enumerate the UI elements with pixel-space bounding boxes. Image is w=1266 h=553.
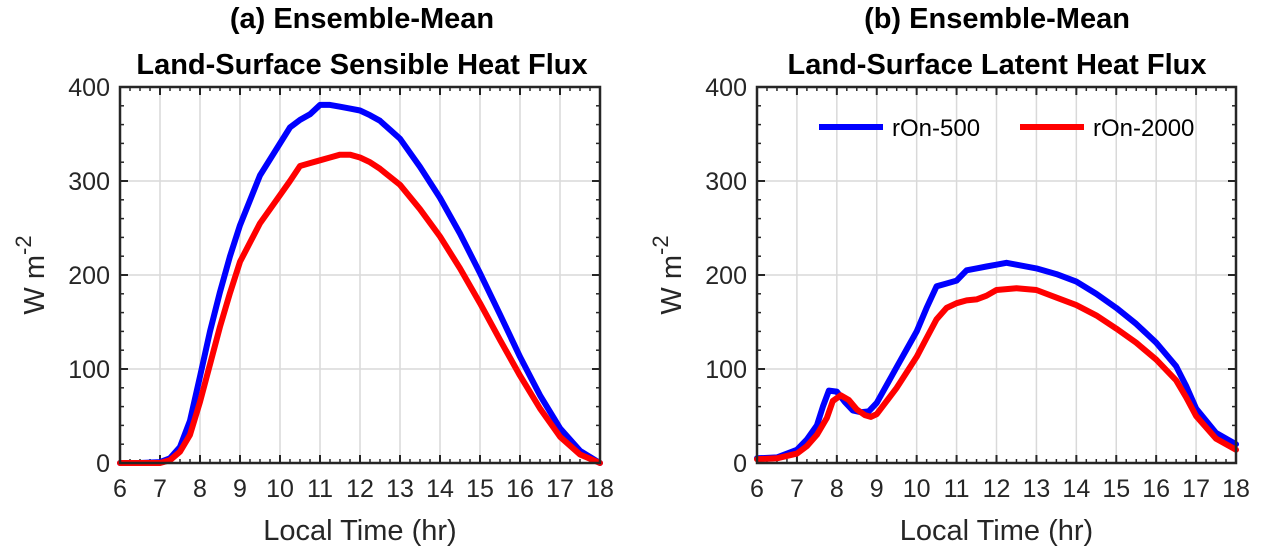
y-axis: 0 100 200 300 400	[68, 74, 600, 478]
plot-frame	[118, 85, 602, 465]
x-tick-label: 13	[1023, 475, 1051, 503]
legend-label-rOn-500: rOn-500	[892, 115, 980, 142]
x-tick-label: 9	[233, 475, 247, 503]
x-tick-label: 18	[586, 475, 614, 503]
x-tick-label: 18	[1222, 475, 1250, 503]
y-axis-label-exponent: -2	[648, 235, 673, 255]
x-tick-label: 17	[546, 475, 574, 503]
y-tick-label: 100	[68, 356, 110, 384]
y-tick-label: 300	[705, 168, 747, 196]
x-tick-label: 16	[1142, 475, 1170, 503]
panel-a-sensible-heat-flux: 6 7 8 9 10 11 12 13 14 15 16 17 18 0 100 200 300 400 (a) E…	[11, 3, 614, 547]
chart-title-line-2: Land-Surface Latent Heat Flux	[788, 49, 1207, 81]
series-line-rOn-500	[754, 259, 1239, 462]
x-tick-label: 13	[386, 475, 414, 503]
y-tick-label: 100	[705, 356, 747, 384]
series-line-rOn-2000	[754, 285, 1239, 463]
legend-label-rOn-2000: rOn-2000	[1093, 115, 1194, 142]
y-tick-label: 0	[96, 450, 110, 478]
x-tick-label: 11	[944, 475, 970, 503]
x-axis: 6 7 8 9 10 11 12 13 14 15 16 17 18	[750, 87, 1250, 503]
x-tick-label: 6	[750, 475, 764, 503]
chart-title-line-1: (a) Ensemble-Mean	[230, 3, 494, 35]
x-tick-label: 15	[466, 475, 494, 503]
x-axis: 6 7 8 9 10 11 12 13 14 15 16 17 18	[113, 87, 614, 503]
legend: rOn-500 rOn-2000	[819, 115, 1194, 142]
x-tick-label: 9	[870, 475, 884, 503]
y-axis-label: W m-2	[11, 235, 51, 314]
y-axis-label-unit: W m	[19, 255, 51, 315]
y-tick-label: 400	[68, 74, 110, 102]
series-line-rOn-2000	[117, 151, 603, 466]
x-tick-label: 7	[153, 475, 167, 503]
x-tick-label: 8	[193, 475, 207, 503]
chart-title-line-2: Land-Surface Sensible Heat Flux	[136, 49, 587, 81]
x-tick-label: 7	[790, 475, 804, 503]
x-axis-label: Local Time (hr)	[900, 515, 1093, 547]
series-lines	[754, 259, 1239, 463]
series-lines	[117, 101, 603, 466]
y-axis-label: W m-2	[648, 235, 688, 314]
x-axis-label: Local Time (hr)	[263, 515, 456, 547]
x-tick-label: 14	[426, 475, 454, 503]
x-tick-label: 12	[983, 475, 1011, 503]
y-tick-label: 0	[733, 450, 747, 478]
y-tick-label: 200	[68, 262, 110, 290]
x-tick-label: 6	[113, 475, 127, 503]
y-tick-label: 400	[705, 74, 747, 102]
x-tick-label: 8	[830, 475, 844, 503]
x-tick-label: 14	[1062, 475, 1090, 503]
y-axis-label-exponent: -2	[11, 235, 36, 255]
x-tick-label: 16	[506, 475, 534, 503]
y-tick-label: 300	[68, 168, 110, 196]
x-tick-label: 15	[1102, 475, 1130, 503]
x-tick-label: 11	[307, 475, 333, 503]
y-tick-label: 200	[705, 262, 747, 290]
x-tick-label: 10	[903, 475, 931, 503]
y-axis: 0 100 200 300 400	[705, 74, 1236, 478]
panel-b-latent-heat-flux: 6 7 8 9 10 11 12 13 14 15 16 17 18 0 100 200 300 400 (b) E…	[648, 3, 1250, 547]
y-axis-label-unit: W m	[656, 255, 688, 315]
x-tick-label: 17	[1182, 475, 1210, 503]
x-tick-label: 10	[266, 475, 294, 503]
chart-title-line-1: (b) Ensemble-Mean	[864, 3, 1130, 35]
plot-frame	[755, 85, 1238, 465]
x-tick-label: 12	[346, 475, 374, 503]
series-line-rOn-500	[117, 101, 603, 466]
